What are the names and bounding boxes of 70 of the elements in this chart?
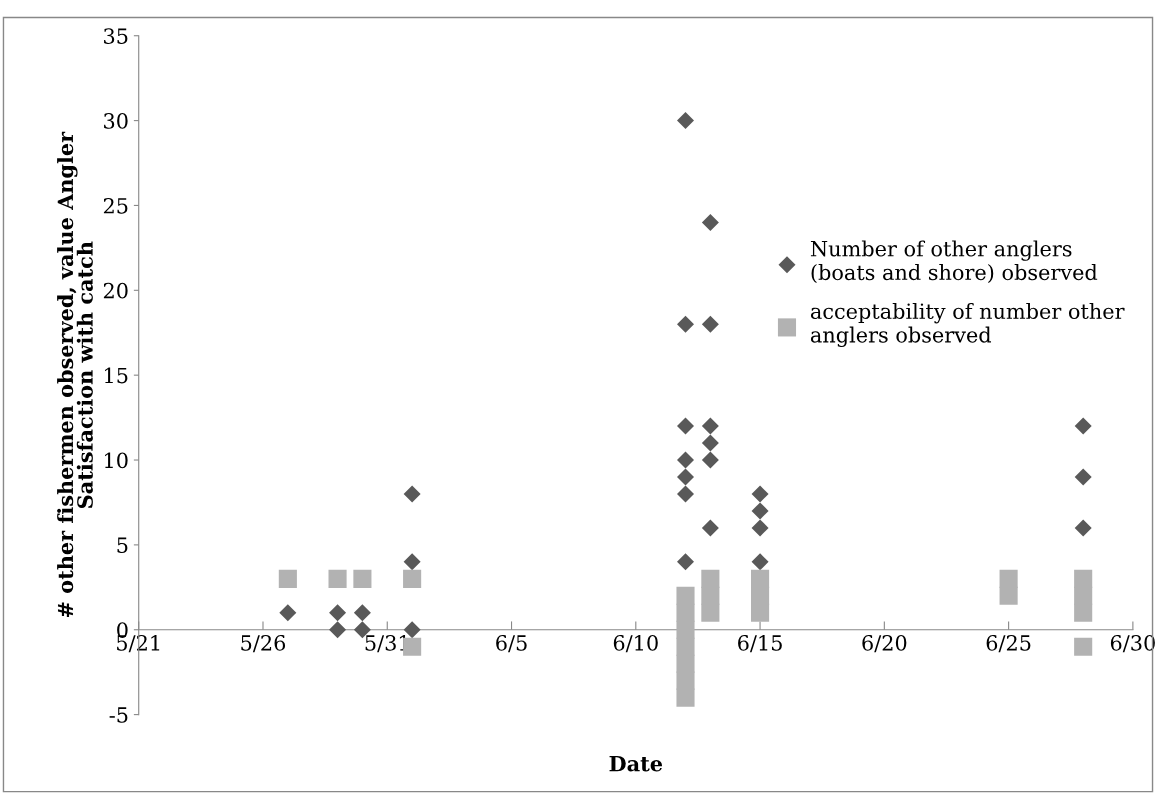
y-tick-label: 25 [103,197,128,214]
point [1074,417,1092,435]
point [1074,519,1092,537]
point [701,603,720,622]
point [751,519,769,537]
point [353,604,371,622]
point [999,569,1018,588]
point [1074,603,1093,622]
point [999,586,1018,605]
y-tick-label: 5 [117,537,128,554]
point [403,485,421,503]
point [676,671,695,690]
point [677,553,695,571]
point [1074,468,1092,486]
point [403,621,421,639]
x-tick-label: 6/20 [862,634,907,653]
legend-label: acceptability of number other anglers observed [810,302,1125,348]
point [751,569,770,588]
point [676,654,695,673]
point [1074,586,1093,605]
point [751,485,769,503]
point [677,468,695,486]
point [751,502,769,520]
point [701,434,719,452]
point [676,586,695,605]
point [677,451,695,469]
y-tick-label: 20 [103,282,128,299]
point [677,112,695,130]
x-tick-label: 6/10 [613,634,658,653]
point [403,569,422,588]
point [677,417,695,435]
y-axis-title: # other fishermen observed, value Angler Satisfaction with catch [57,131,93,618]
y-tick-label: -5 [109,707,128,723]
y-tick-label: 35 [104,28,128,44]
point [676,603,695,622]
point [353,569,372,588]
point [701,315,719,333]
point [676,688,695,707]
point [677,315,695,333]
point [676,620,695,639]
point [676,637,695,656]
x-axis-title: Date [609,755,663,772]
point [403,553,421,571]
point [701,213,719,231]
legend-label: Number of other anglers (boats and shore) observed [810,240,1098,284]
y-tick-label: 30 [104,113,128,129]
point [1074,569,1093,588]
point [329,604,347,622]
x-tick-label: 5/26 [241,634,286,653]
y-tick-label: 15 [105,367,128,384]
point [751,586,770,605]
point [701,451,719,469]
point [751,553,769,571]
point [701,417,719,435]
point [751,603,770,622]
point [701,569,720,588]
point [677,485,695,503]
point [701,519,719,537]
point [1074,637,1093,656]
point [403,637,422,656]
point [278,569,297,588]
point [701,586,720,605]
x-tick-label: 6/25 [986,634,1031,653]
point [279,604,297,622]
y-tick-label: 10 [105,452,128,469]
x-tick-label: 6/15 [738,634,782,653]
point [329,621,347,639]
x-tick-label: 6/30 [1110,634,1155,653]
x-tick-label: 6/5 [496,634,527,653]
point [328,569,347,588]
